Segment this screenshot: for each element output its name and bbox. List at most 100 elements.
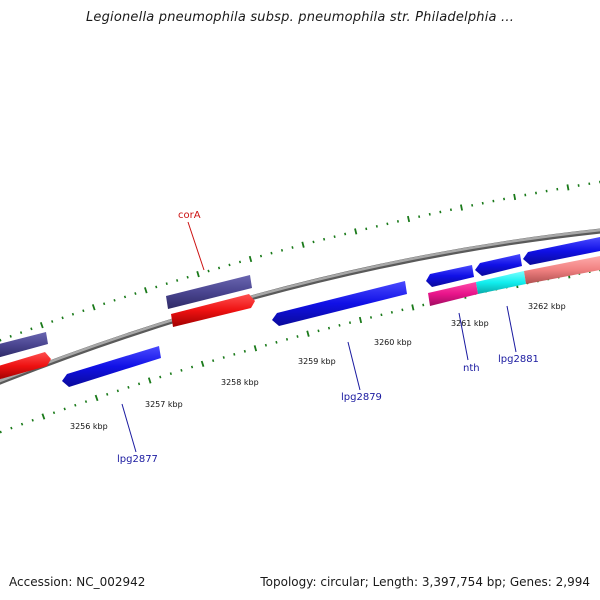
inner-tick (159, 375, 162, 379)
inner-tick (253, 345, 258, 352)
inner-tick (52, 411, 56, 415)
inner-tick (200, 360, 205, 367)
outer-tick (449, 208, 452, 212)
gene-cyan (476, 271, 526, 294)
outer-tick (312, 240, 315, 244)
outer-tick (270, 251, 273, 255)
outer-tick (481, 201, 484, 205)
inner-tick (31, 418, 34, 422)
genome-summary-text: Topology: circular; Length: 3,397,754 bp… (260, 575, 590, 589)
inner-tick (243, 349, 246, 353)
outer-tick (103, 302, 106, 306)
outer-tick (503, 197, 506, 201)
inner-tick (63, 407, 66, 411)
outer-tick (354, 228, 358, 235)
inner-tick (180, 368, 183, 372)
kbp-label-3260: 3260 kbp (374, 338, 412, 347)
outer-tick (248, 255, 253, 263)
inner-tick (74, 403, 77, 407)
outer-tick (165, 282, 168, 286)
outer-tick (407, 215, 411, 223)
kbp-label-3261: 3261 kbp (451, 319, 489, 328)
outer-tick (123, 295, 127, 299)
outer-tick (144, 287, 148, 294)
outer-tick (323, 237, 326, 241)
outer-tick (61, 316, 64, 320)
gene-slate-left (0, 332, 48, 358)
gene-upper-blue-1 (426, 265, 474, 287)
leader-cora (187, 221, 205, 271)
outer-tick (280, 248, 284, 252)
outer-tick-track (0, 180, 600, 342)
outer-tick (259, 254, 263, 258)
kbp-label-3256: 3256 kbp (70, 422, 108, 431)
inner-tick (306, 330, 310, 337)
outer-tick (9, 334, 12, 338)
gene-red-left (0, 352, 51, 380)
inner-tick (94, 394, 99, 402)
outer-tick (513, 193, 517, 201)
inner-tick (84, 400, 88, 403)
outer-tick (51, 320, 54, 323)
gene-slate-cora (166, 275, 252, 309)
inner-tick (285, 337, 289, 341)
outer-tick (228, 263, 231, 267)
gene-nth (428, 282, 478, 306)
outer-tick (0, 338, 2, 342)
kbp-label-3257: 3257 kbp (145, 400, 183, 409)
gene-label-cora[interactable]: corA (178, 210, 201, 221)
outer-tick (344, 232, 347, 236)
outer-tick (375, 225, 378, 228)
inner-tick (348, 321, 352, 325)
kbp-label-3258: 3258 kbp (221, 378, 259, 387)
inner-tick (275, 340, 278, 344)
gene-label-nth[interactable]: nth (463, 363, 480, 374)
inner-tick (317, 329, 320, 333)
inner-tick (10, 426, 13, 430)
inner-tick (222, 356, 225, 359)
inner-tick (41, 413, 46, 420)
outer-tick (418, 215, 421, 218)
outer-tick (238, 260, 242, 264)
outer-tick (30, 327, 33, 331)
gene-red-cora (171, 294, 255, 327)
outer-tick (365, 227, 368, 231)
inner-tick (327, 326, 331, 330)
outer-tick (301, 241, 305, 248)
inner-tick (380, 313, 383, 317)
inner-tick (106, 392, 109, 396)
gene-label-lpg2877[interactable]: lpg2877 (117, 454, 158, 465)
leader-lpg2877 (121, 403, 137, 453)
inner-tick (169, 372, 172, 376)
inner-tick (296, 335, 299, 338)
outer-tick (333, 235, 336, 239)
outer-tick (386, 222, 389, 226)
outer-tick (155, 285, 158, 289)
outer-tick (428, 212, 431, 216)
outer-tick (207, 269, 210, 273)
outer-tick (39, 322, 44, 329)
leader-lpg2879 (347, 341, 361, 391)
outer-tick (217, 266, 221, 270)
outer-tick (113, 298, 116, 302)
outer-tick (176, 279, 179, 282)
outer-tick (19, 331, 23, 334)
inner-tick (190, 365, 194, 369)
gene-upper-blue-2 (475, 254, 522, 276)
gene-upper-blue-3 (523, 237, 600, 265)
inner-tick (0, 430, 2, 434)
leader-nth (458, 312, 469, 361)
gene-label-lpg2881[interactable]: lpg2881 (498, 354, 539, 365)
gene-lpg2881 (524, 256, 600, 284)
inner-tick (422, 303, 425, 307)
outer-tick (460, 204, 463, 211)
outer-tick (186, 275, 189, 279)
inner-tick (264, 343, 267, 347)
gene-label-lpg2879[interactable]: lpg2879 (341, 392, 382, 403)
outer-tick (134, 292, 137, 295)
outer-tick (439, 210, 442, 214)
outer-tick (196, 271, 200, 278)
outer-tick (471, 204, 474, 207)
genome-title: Legionella pneumophila subsp. pneumophil… (85, 10, 515, 25)
